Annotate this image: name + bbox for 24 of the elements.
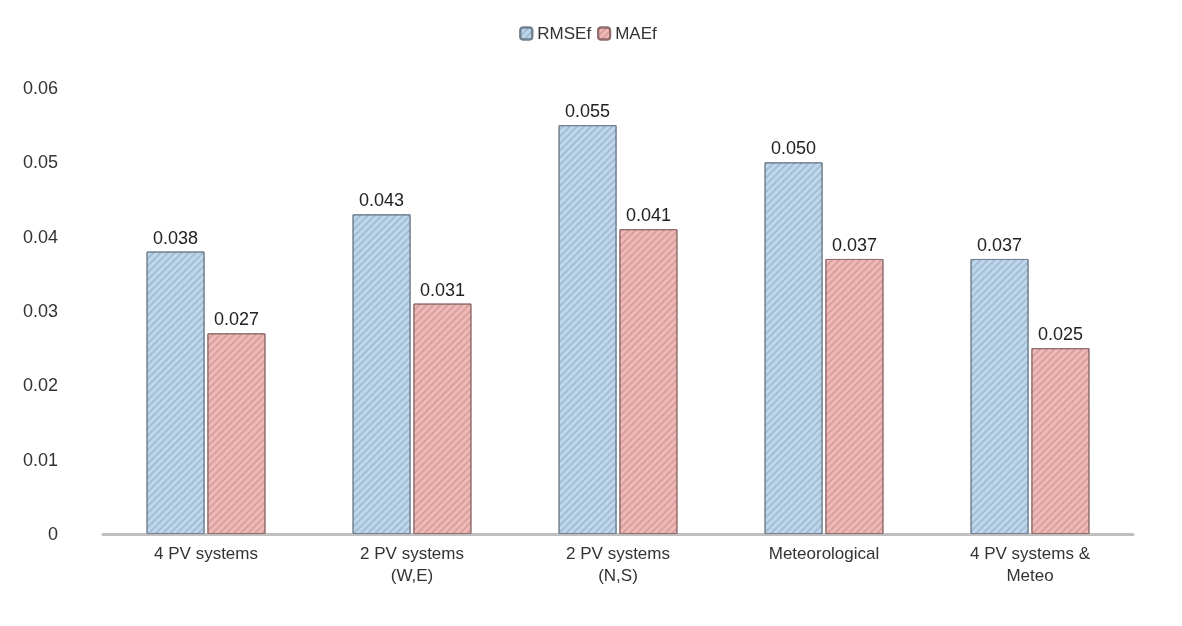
data-label: 0.043 <box>359 190 405 211</box>
data-label: 0.050 <box>771 138 817 159</box>
data-label: 0.038 <box>153 227 199 248</box>
x-tick-label: 4 PV systems & Meteo <box>970 543 1091 585</box>
data-label: 0.037 <box>831 234 877 255</box>
legend-label: MAEf <box>615 24 657 43</box>
y-tick-label: 0.03 <box>22 301 58 321</box>
y-tick-label: 0.05 <box>22 152 58 173</box>
data-label: 0.027 <box>213 309 259 330</box>
x-tick-label: 2 PV systems (N,S) <box>566 543 670 585</box>
y-tick-label: 0.02 <box>22 375 58 396</box>
data-label: 0.055 <box>565 101 611 122</box>
y-tick-label: 0.04 <box>22 226 58 247</box>
y-tick-label: 0.06 <box>22 78 58 98</box>
y-tick-label: 0 <box>47 524 58 544</box>
y-tick-label: 0.01 <box>22 449 58 470</box>
data-label: 0.041 <box>625 205 671 226</box>
x-tick-label: Meteorological <box>768 543 880 563</box>
x-tick-label: 4 PV systems <box>154 543 258 563</box>
data-label: 0.031 <box>419 279 465 300</box>
legend-label: RMSEf <box>537 24 592 43</box>
data-label: 0.025 <box>1037 324 1083 345</box>
data-label: 0.037 <box>977 234 1023 255</box>
x-tick-label: 2 PV systems (W,E) <box>360 543 464 585</box>
